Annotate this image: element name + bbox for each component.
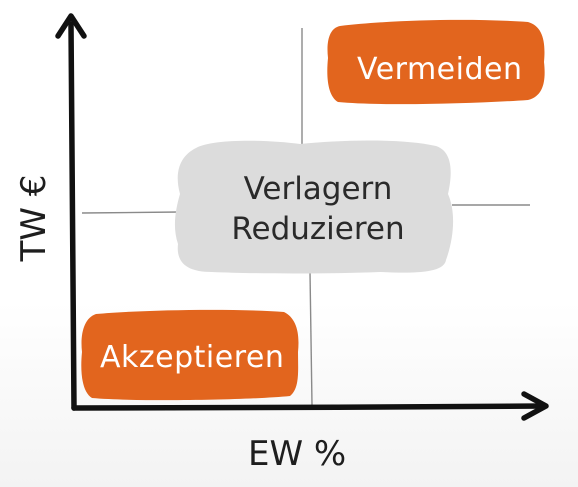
y-axis-line bbox=[68, 21, 77, 411]
akzeptieren-box bbox=[81, 309, 299, 401]
akzeptieren-label: Akzeptieren bbox=[100, 340, 285, 375]
x-axis-label: EW % bbox=[248, 434, 347, 474]
verlagern-label: Verlagern bbox=[243, 171, 393, 207]
verlagern-reduzieren-cloud bbox=[174, 140, 454, 274]
reduzieren-label: Reduzieren bbox=[231, 210, 405, 247]
horizontal-divider-left bbox=[81, 211, 181, 214]
vermeiden-label: Vermeiden bbox=[357, 52, 523, 87]
vertical-divider-lower bbox=[309, 271, 313, 406]
center-box-label: Verlagern Reduzieren bbox=[200, 170, 436, 249]
y-axis-arrowhead bbox=[55, 13, 87, 39]
x-axis-arrowhead bbox=[521, 391, 549, 421]
y-axis-label: TW € bbox=[14, 174, 54, 262]
x-axis-line bbox=[71, 403, 547, 411]
vermeiden-box bbox=[327, 19, 545, 105]
